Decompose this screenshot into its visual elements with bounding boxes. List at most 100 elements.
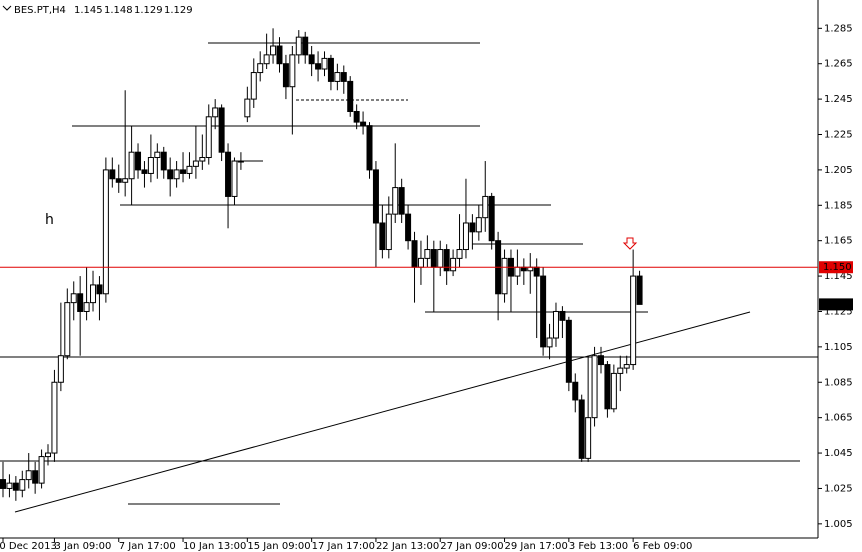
y-tick-label: 1.065 (824, 413, 853, 424)
candle-body (578, 399, 585, 459)
candle-body (218, 107, 225, 153)
candle-body (450, 257, 457, 272)
candle-body (617, 367, 624, 374)
candle-body (559, 310, 566, 321)
candle-body (552, 310, 559, 339)
candle-body (154, 151, 161, 159)
candle-body (604, 364, 611, 410)
candle-body (6, 482, 13, 489)
y-tick-label: 1.105 (824, 342, 853, 353)
candle-body (385, 213, 392, 251)
candle-body (167, 169, 174, 180)
candle-body (533, 266, 540, 277)
drawings (0, 42, 818, 513)
candle-body (591, 355, 598, 419)
candle-body (276, 45, 283, 65)
candle-body (353, 110, 360, 123)
candle-body (199, 157, 206, 162)
candle-body (308, 54, 315, 65)
candle-body (392, 187, 399, 215)
candle-body (19, 479, 26, 491)
candle-body (0, 479, 6, 489)
candle-body (623, 364, 630, 369)
y-tick-label: 1.205 (824, 165, 853, 176)
candle-body (192, 160, 199, 167)
candle-body (610, 372, 617, 410)
candle-body (398, 187, 405, 215)
candle-body (135, 151, 142, 171)
candle-body (462, 222, 469, 251)
candle-body (109, 169, 116, 180)
candle-body (520, 266, 527, 272)
candle-body (321, 57, 328, 70)
x-tick-label: 7 Jan 17:00 (119, 541, 176, 552)
candle-body (488, 195, 495, 242)
x-tick-label: 10 Jan 13:00 (183, 541, 246, 552)
x-tick-label: 17 Jan 17:00 (312, 541, 375, 552)
candle-body (270, 45, 277, 56)
candle-body (96, 284, 103, 295)
current-price-label: 1.129 (823, 299, 852, 310)
candle-body (205, 116, 212, 159)
candle-body (64, 302, 71, 357)
symbol: BES.PT,H4 (14, 5, 66, 16)
candle-body (514, 266, 521, 277)
candle-body (424, 249, 431, 259)
candle-body (57, 355, 64, 383)
trend-line (14, 311, 751, 513)
candle-body (630, 275, 637, 366)
candle-body (597, 355, 604, 366)
candle-body (102, 169, 109, 295)
candle-body (636, 275, 643, 305)
y-tick-label: 1.245 (824, 94, 853, 105)
plot-area (0, 0, 818, 538)
candle-body (475, 217, 482, 233)
x-tick-label: 3 Jan 09:00 (54, 541, 111, 552)
y-tick-label: 1.145 (824, 271, 853, 282)
y-tick-label: 1.265 (824, 59, 853, 70)
candle-body (115, 178, 122, 183)
candle-body (443, 249, 450, 272)
candle-body (366, 125, 373, 171)
candle-body (282, 63, 289, 88)
candle-body (77, 293, 84, 312)
y-tick-label: 1.285 (824, 23, 853, 34)
candle-body (334, 72, 341, 82)
y-tick-label: 1.025 (824, 483, 853, 494)
candle-body (501, 257, 508, 295)
x-tick-label: 22 Jan 13:00 (376, 541, 439, 552)
y-tick-label: 1.225 (824, 130, 853, 141)
candle-body (540, 275, 547, 348)
candle-body (250, 72, 257, 100)
y-tick-label: 1.005 (824, 519, 853, 530)
candle-body (360, 121, 367, 127)
candle-body (295, 36, 302, 56)
candle-body (122, 178, 129, 183)
candle-body (469, 222, 476, 233)
current-price-box (819, 298, 853, 311)
candle-body (70, 293, 77, 304)
candle-body (585, 417, 592, 459)
candle-body (302, 36, 309, 56)
ohlc-value: 1.148 (104, 5, 133, 16)
candle-body (289, 54, 296, 88)
candle-body (231, 160, 238, 197)
x-tick-label: 6 Feb 09:00 (633, 541, 692, 552)
x-tick-label: 30 Dec 2013 (0, 541, 57, 552)
ohlc-value: 1.129 (164, 5, 193, 16)
x-tick-label: 29 Jan 17:00 (505, 541, 568, 552)
candle-body (430, 249, 437, 268)
candle-body (160, 151, 167, 171)
candle-body (173, 169, 180, 180)
x-tick-label: 27 Jan 09:00 (440, 541, 503, 552)
y-tick-label: 1.185 (824, 200, 853, 211)
candle-body (456, 249, 463, 259)
candle-body (237, 160, 244, 163)
candle-body (565, 319, 572, 383)
price-label: 1.150 (823, 262, 852, 273)
x-tick-label: 15 Jan 09:00 (247, 541, 310, 552)
candle-body (372, 169, 379, 224)
candle-body (186, 165, 193, 174)
menu-icon (2, 5, 12, 11)
